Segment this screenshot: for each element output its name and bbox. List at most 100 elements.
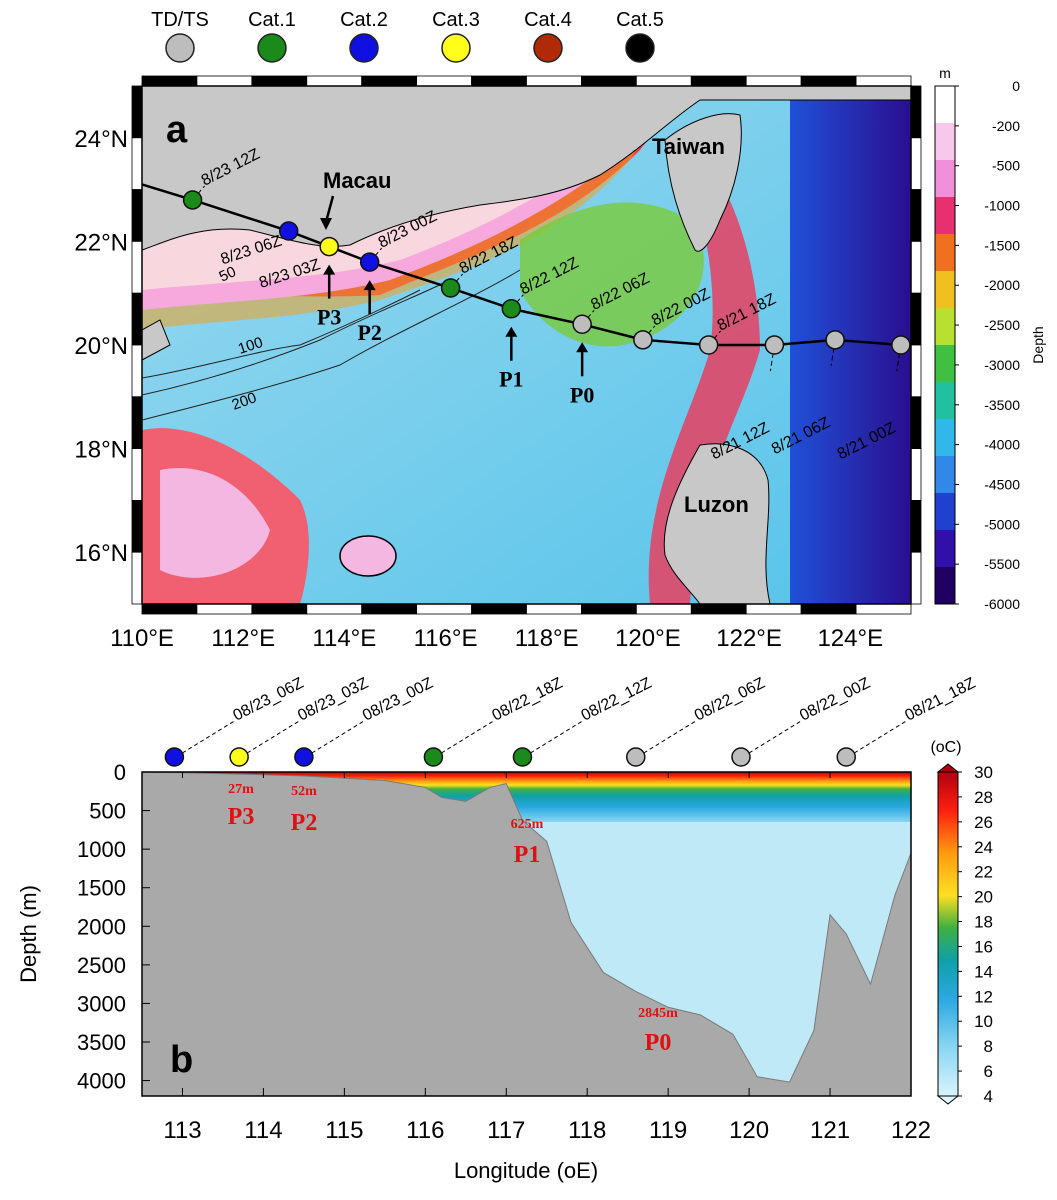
section-time-label: 08/23_00Z	[360, 675, 436, 725]
legend-label: TD/TS	[151, 9, 209, 31]
track-point	[572, 314, 592, 335]
temp-colorbar-label: 12	[974, 987, 993, 1006]
legend-swatch	[349, 33, 379, 63]
place-macau: Macau	[323, 168, 391, 193]
depth-colorbar-frame	[934, 85, 956, 605]
contour-100	[142, 279, 451, 396]
section-time-marker	[731, 747, 751, 767]
frame-segment	[306, 603, 363, 615]
frame-segment	[745, 75, 802, 87]
depth-colorbar-cell	[935, 382, 955, 420]
seamount	[339, 535, 397, 577]
map-frame	[131, 75, 922, 615]
station-label: P0	[570, 382, 594, 407]
track-point	[698, 335, 719, 355]
section-time-marker	[836, 747, 856, 767]
depth-colorbar-label: -3500	[984, 397, 1020, 413]
y-tick-label: 0	[114, 760, 126, 785]
y-tick-label: 3000	[77, 991, 126, 1016]
temp-colorbar-label: 24	[974, 838, 993, 857]
temp-colorbar-bar	[937, 771, 959, 1097]
land-taiwan	[664, 113, 742, 252]
temp-colorbar-label: 30	[974, 763, 993, 782]
depth-colorbar-cell	[935, 197, 955, 235]
section-time-label: 08/22_12Z	[579, 675, 655, 725]
track-point	[319, 236, 339, 257]
frame-segment	[910, 189, 922, 242]
station-label: P3	[317, 305, 341, 330]
depth-colorbar-cell	[935, 160, 955, 198]
temp-colorbar-label: 10	[974, 1012, 993, 1031]
x-tick-label: 115	[325, 1117, 363, 1144]
section-time-marker	[512, 747, 533, 767]
track-point	[182, 190, 203, 210]
lat-tick-label: 20°N	[74, 333, 128, 360]
section-time-label: 08/21_18Z	[902, 675, 978, 725]
x-tick-label: 113	[163, 1117, 201, 1144]
x-tick-label: 121	[810, 1117, 850, 1144]
land-leizhou	[142, 319, 171, 361]
section-station-name: P0	[645, 1030, 672, 1056]
x-tick-label: 122	[891, 1117, 931, 1144]
philippine-sea-basin	[790, 86, 911, 604]
station-arrowhead	[576, 342, 589, 353]
contour-50	[142, 289, 421, 379]
frame-segment	[910, 344, 922, 398]
frame-segment	[306, 75, 363, 87]
section-axis-ticks: 113 114 115 116 117 118 119 120 121 122 0 500 1000 15…	[77, 760, 931, 1144]
frame-segment	[416, 603, 472, 615]
time-leader	[246, 720, 300, 754]
x-tick-label: 119	[649, 1117, 687, 1144]
depth-colorbar-unit: m	[939, 65, 951, 81]
track-point	[764, 335, 785, 355]
station-arrowhead	[363, 280, 376, 291]
legend-label: Cat.5	[616, 9, 664, 31]
temp-colorbar-label: 26	[974, 813, 993, 832]
section-panel: 113 114 115 116 117 118 119 120 121 1220500100015…	[16, 675, 993, 1183]
section-station-name: P1	[514, 842, 541, 868]
contour-label-50: 50	[217, 263, 239, 285]
section-time-marker	[229, 747, 249, 767]
time-leader	[643, 720, 697, 754]
time-leader	[530, 720, 583, 754]
track-points	[182, 190, 911, 355]
station-depth-label: 625m	[511, 817, 544, 832]
legend-label: Cat.1	[248, 9, 296, 31]
frame-segment	[800, 603, 857, 615]
depth-colorbar-cell	[935, 530, 955, 568]
lat-tick-label: 22°N	[74, 229, 128, 256]
section-time-marker	[423, 747, 444, 767]
frame-segment	[910, 396, 922, 449]
depth-colorbar-cell	[935, 567, 955, 605]
station-arrowhead	[323, 264, 336, 275]
track-point	[501, 298, 522, 319]
temp-colorbar-unit: (oC)	[930, 739, 961, 756]
frame-segment	[910, 292, 922, 346]
frame-segment	[471, 603, 527, 615]
legend-swatch	[165, 33, 195, 63]
temp-colorbar-label: 18	[974, 913, 993, 932]
section-time-label: 08/22_06Z	[692, 675, 768, 725]
lon-tick-label: 112°E	[211, 625, 275, 652]
section-station-name: P3	[228, 804, 255, 830]
macau-arrow	[324, 195, 335, 223]
legend-swatch	[257, 33, 287, 63]
depth-colorbar-title: Depth	[1030, 326, 1046, 363]
depth-colorbar-cell	[935, 123, 955, 161]
map-border	[141, 85, 912, 605]
frame-segment	[526, 75, 582, 87]
frame-segment	[910, 137, 922, 191]
section-border	[141, 771, 912, 1097]
land-mainland	[142, 86, 911, 251]
section-time-marker	[164, 747, 185, 767]
frame-segment	[131, 85, 143, 139]
depth-colorbar-cell	[935, 493, 955, 531]
lon-tick-label: 120°E	[615, 625, 681, 652]
section-station-name: P2	[291, 810, 318, 836]
sw-shelf-pink	[160, 468, 270, 578]
frame-segment	[131, 551, 143, 605]
station-depth-label: 52m	[291, 784, 317, 799]
frame-segment	[635, 603, 692, 615]
